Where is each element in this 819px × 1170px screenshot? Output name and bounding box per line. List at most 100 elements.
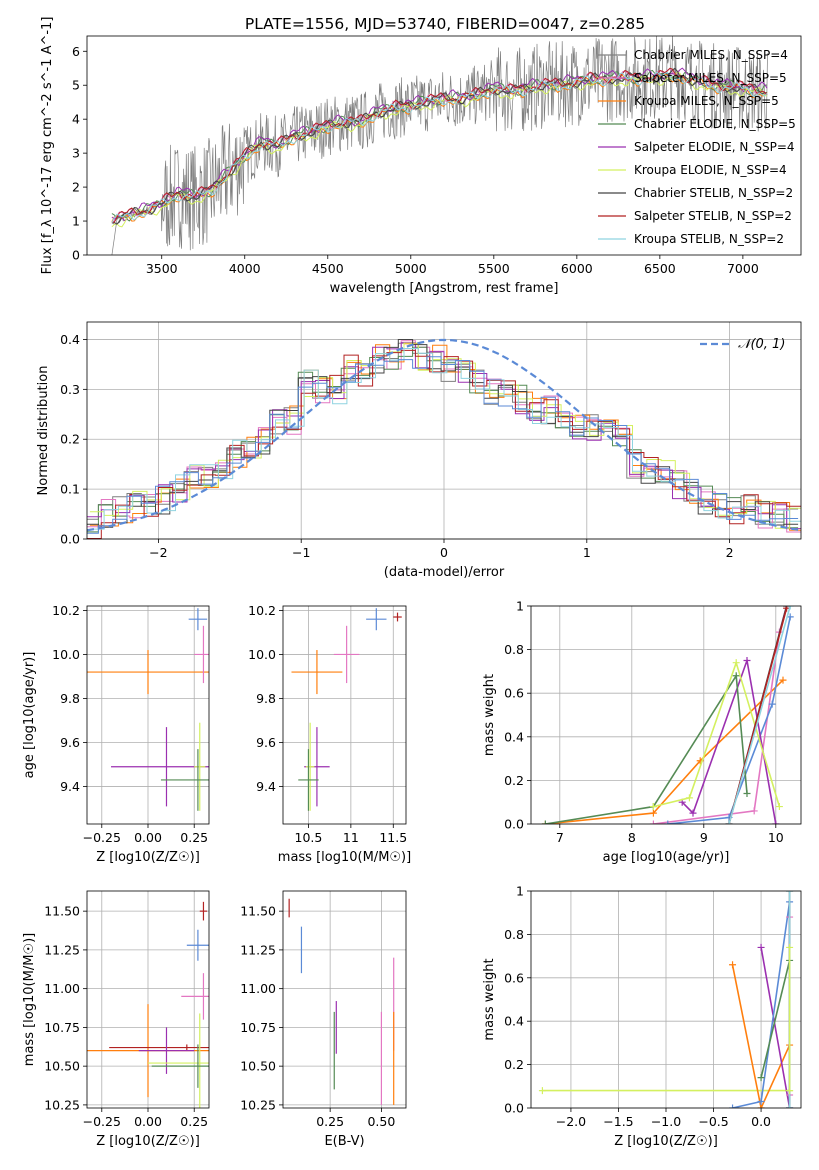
y-axis-label: mass weight	[482, 958, 497, 1040]
series-line	[545, 679, 784, 824]
series-marker	[725, 820, 733, 824]
x-tick-label: −0.25	[83, 830, 121, 845]
x-tick-label: 7000	[727, 261, 759, 276]
series-marker	[757, 943, 765, 951]
y-tick-label: 10.2	[52, 603, 80, 618]
x-tick-label: 10.5	[295, 830, 323, 845]
series-marker	[729, 961, 737, 969]
y-tick-label: 0.8	[504, 927, 524, 942]
massweight-series	[649, 659, 783, 811]
errorbar-point	[291, 650, 343, 695]
y-tick-label: 10.2	[248, 603, 276, 618]
x-tick-label: 11	[343, 830, 359, 845]
y-tick-label: 0.0	[504, 817, 524, 832]
legend-label: Kroupa ELODIE, N_SSP=4	[634, 163, 787, 177]
massweight-series	[725, 606, 794, 824]
x-axis-label: Z [log10(Z/Z☉)]	[96, 850, 200, 865]
errorbar-point	[87, 650, 209, 695]
series-marker	[757, 1074, 765, 1082]
x-tick-label: −2	[149, 545, 167, 560]
errorbar-point	[366, 608, 387, 631]
y-tick-label: 2	[72, 180, 80, 195]
series-marker	[743, 657, 751, 664]
series-marker	[649, 803, 657, 811]
plot-area-residuals	[87, 338, 801, 539]
series-marker	[786, 1087, 794, 1095]
x-tick-label: 7	[556, 830, 564, 845]
x-axis-label: mass [log10(M/M☉)]	[278, 850, 411, 865]
series-marker	[786, 606, 794, 610]
x-tick-label: −0.25	[83, 1114, 121, 1129]
y-tick-label: 10.75	[44, 1020, 80, 1035]
massweight-series	[786, 943, 794, 1095]
plot-area-age_vs_mass	[291, 608, 402, 811]
y-tick-label: 10.25	[240, 1097, 276, 1112]
x-tick-label: −0.5	[698, 1114, 728, 1129]
y-tick-label: 0.1	[60, 482, 80, 497]
y-tick-label: 1	[516, 599, 524, 614]
y-tick-label: 1	[72, 214, 80, 229]
y-tick-label: 0.2	[504, 1057, 524, 1072]
x-tick-label: 1	[583, 545, 591, 560]
series-line	[667, 616, 791, 824]
y-axis-label: mass [log10(M/M☉)]	[22, 933, 37, 1066]
y-tick-label: 10.50	[44, 1059, 80, 1074]
x-axis-label: (data-model)/error	[384, 565, 505, 580]
series-marker	[775, 803, 783, 811]
series-marker	[757, 1104, 765, 1108]
axes-massweight_vs_Z: −2.0 −1.5 −1.0 −0.5 0.0 0.0 0.2 0.4 0.6 0.8 1 Z [lo…	[482, 884, 802, 1149]
y-tick-label: 11.25	[44, 942, 80, 957]
x-axis-label: age [log10(age/yr)]	[603, 850, 730, 865]
x-tick-label: 9	[700, 830, 708, 845]
y-tick-label: 10.50	[240, 1059, 276, 1074]
y-axis-label: mass weight	[482, 674, 497, 756]
legend-label: Chabrier ELODIE, N_SSP=5	[634, 117, 796, 131]
series-line	[545, 673, 748, 824]
plot-area-age_vs_Z	[87, 608, 209, 811]
series-marker	[538, 1087, 546, 1095]
model-line	[111, 71, 768, 223]
errorbar-point	[151, 1044, 209, 1088]
axes-mass_vs_Z: −0.25 0.00 0.25 10.25 10.50 10.75 11.00 11.25 11…	[22, 890, 210, 1149]
axes-frame	[282, 605, 407, 825]
errorbar-point	[148, 1013, 209, 1108]
series-marker	[729, 1104, 737, 1108]
y-tick-label: 0.2	[504, 773, 524, 788]
x-tick-label: 0	[440, 545, 448, 560]
series-marker	[649, 820, 657, 824]
y-tick-label: 10.75	[240, 1020, 276, 1035]
legend-label: Salpeter ELODIE, N_SSP=4	[634, 140, 795, 154]
series-marker	[786, 1104, 794, 1108]
x-tick-label: 0.25	[316, 1114, 344, 1129]
x-tick-label: 10	[768, 830, 784, 845]
legend-label: Salpeter MILES, N_SSP=5	[634, 71, 787, 85]
series-marker	[786, 891, 794, 895]
plot-area-massweight_vs_Z	[538, 891, 794, 1108]
errorbar-point	[333, 625, 360, 684]
axes-residuals: −2 −1 0 1 2 0.0 0.1 0.2 0.3 0.4 (data-model)/error…	[36, 321, 802, 580]
axes-spectrum: 3500 4000 4500 5000 5500 6000 6500 7000 0 1 2 3 4 5 6 w…	[40, 17, 802, 296]
y-tick-label: 6	[72, 44, 80, 59]
y-axis-label: Flux [f_λ 10^-17 erg cm^-2 s^-1 A^-1]	[40, 17, 55, 275]
errorbar-point	[181, 973, 209, 1020]
y-tick-label: 0.0	[60, 532, 80, 547]
x-axis-label: Z [log10(Z/Z☉)]	[614, 1134, 718, 1149]
y-tick-label: 9.8	[60, 691, 80, 706]
series-marker	[685, 794, 693, 802]
x-tick-label: −1	[292, 545, 310, 560]
series-marker	[649, 809, 657, 817]
y-tick-label: 11.00	[240, 981, 276, 996]
y-tick-label: 11.25	[240, 942, 276, 957]
y-tick-label: 10.25	[44, 1097, 80, 1112]
y-tick-label: 0.6	[504, 970, 524, 985]
x-tick-label: 3500	[146, 261, 178, 276]
series-marker	[664, 820, 672, 824]
errorbar-point	[199, 901, 208, 921]
series-line	[728, 606, 791, 824]
histogram-step	[87, 342, 801, 530]
x-axis-label: E(B-V)	[324, 1134, 364, 1149]
y-tick-label: 5	[72, 78, 80, 93]
y-tick-label: 9.4	[256, 779, 276, 794]
y-tick-label: 0	[72, 248, 80, 263]
